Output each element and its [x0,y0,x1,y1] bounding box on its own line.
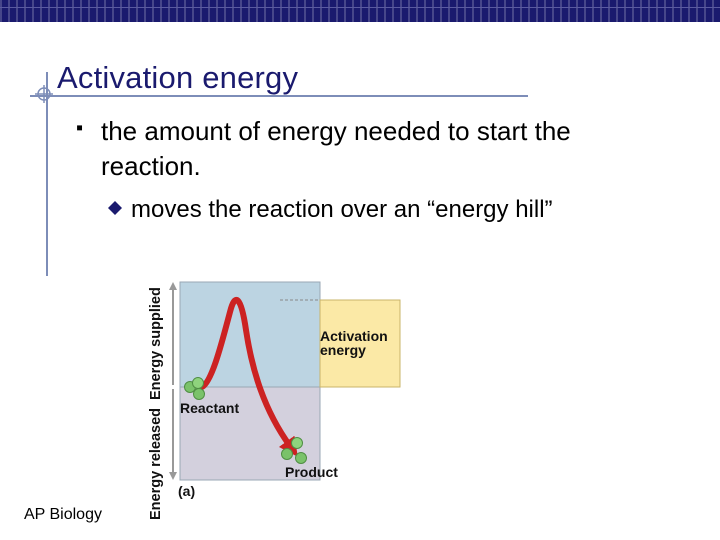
reactant-molecule [184,377,205,400]
activation-energy-label-line2: energy [320,342,366,358]
energy-supplied-region [179,281,321,388]
header-bar [0,0,720,22]
product-molecule [281,437,307,464]
slide-title: Activation energy [57,60,299,95]
activation-energy-label-line1: Activation [320,328,388,344]
bullet-text: the amount of energy needed to start the… [101,116,571,181]
square-bullet-icon: ▪ [76,117,84,139]
panel-label: (a) [178,483,195,499]
crosshair-icon [35,85,53,103]
energy-released-region [179,386,321,481]
vertical-guide-line [46,72,48,276]
header-rule [0,7,720,8]
header-grid-pattern [0,0,720,22]
energy-released-label: Energy released [148,408,164,520]
reactant-label: Reactant [180,400,239,416]
footer-course-label: AP Biology [24,506,102,523]
title-underline [30,95,528,97]
activation-energy-box [319,299,401,388]
product-label: Product [285,464,338,480]
sub-bullet-text: moves the reaction over an “energy hill” [131,196,553,223]
diamond-bullet-icon [108,201,122,215]
energy-supplied-label: Energy supplied [148,287,164,400]
reaction-curve [199,296,298,457]
activation-energy-diagram: Energy supplied Energy released Activati… [148,281,401,520]
